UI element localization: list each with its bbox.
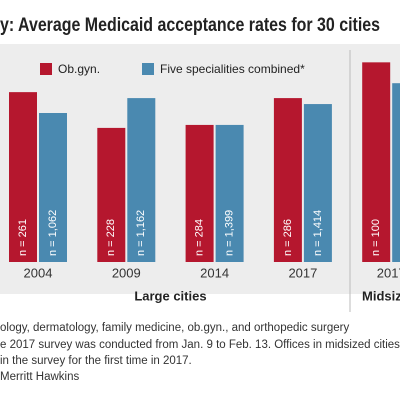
x-tick-label: 2017 <box>377 265 400 280</box>
group-label: Midsized cities <box>362 288 400 303</box>
group-label: Large cities <box>134 288 206 303</box>
bar <box>303 104 332 262</box>
x-tick-label: 2009 <box>112 265 141 280</box>
footnote: in the survey for the first time in 2017… <box>0 355 192 367</box>
sample-label: n = 261 <box>17 219 29 256</box>
legend-label: Ob.gyn. <box>58 62 100 76</box>
legend-swatch <box>142 63 154 75</box>
sample-label: n = 228 <box>105 219 117 256</box>
sample-label: n = 100 <box>370 219 382 256</box>
bar <box>273 98 302 262</box>
footnote: Merritt Hawkins <box>0 371 79 383</box>
bar <box>9 92 37 262</box>
legend-swatch <box>40 63 52 75</box>
bar <box>392 83 400 262</box>
bar <box>215 124 244 262</box>
sample-label: n = 1,062 <box>47 210 59 256</box>
bar <box>39 113 67 262</box>
legend-label: Five specialities combined* <box>160 62 305 76</box>
footnote: ology, dermatology, family medicine, ob.… <box>0 322 349 334</box>
sample-label: n = 284 <box>194 219 206 256</box>
x-tick-label: 2014 <box>200 265 229 280</box>
bar <box>97 127 126 263</box>
sample-label: n = 1,399 <box>224 210 236 256</box>
sample-label: n = 1,162 <box>135 210 147 256</box>
x-tick-label: 2017 <box>288 265 317 280</box>
x-tick-label: 2004 <box>24 265 53 280</box>
bar <box>185 124 214 262</box>
sample-label: n = 286 <box>282 219 294 256</box>
bar <box>362 62 391 263</box>
chart-title: y: Average Medicaid acceptance rates for… <box>0 15 380 36</box>
sample-label: n = 1,414 <box>312 210 324 256</box>
footnote: e 2017 survey was conducted from Jan. 9 … <box>0 339 400 351</box>
bar <box>127 98 156 262</box>
